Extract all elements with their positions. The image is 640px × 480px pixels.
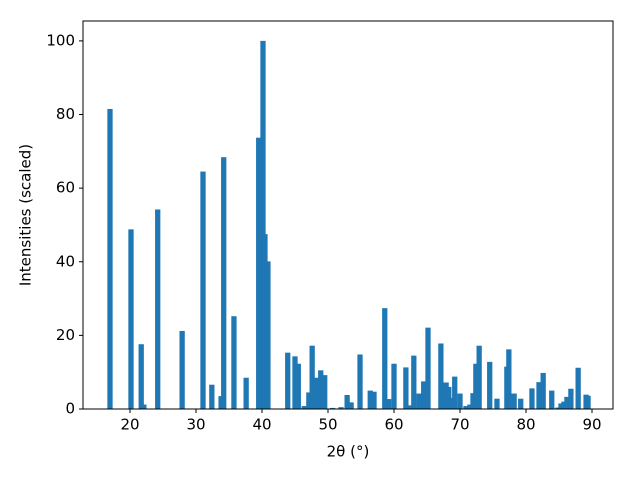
bar [536, 382, 542, 409]
bar [470, 393, 476, 409]
bar [338, 407, 344, 409]
x-tick-label: 90 [582, 416, 601, 434]
bar [487, 361, 493, 409]
bar [262, 234, 268, 409]
bar [585, 395, 591, 409]
bar [416, 393, 422, 409]
y-tick-label: 60 [56, 179, 75, 197]
bar [407, 405, 413, 409]
bar [403, 367, 409, 409]
bar [421, 381, 427, 409]
bar [540, 372, 546, 409]
bar [391, 363, 397, 409]
bar [141, 404, 147, 409]
bar [425, 327, 431, 409]
bar [494, 398, 500, 409]
bar [506, 349, 512, 409]
bar [473, 363, 479, 409]
bar [306, 392, 312, 409]
bar [285, 352, 291, 409]
bar [313, 377, 319, 409]
bar [555, 407, 561, 409]
bar [295, 363, 301, 409]
bar [411, 355, 417, 409]
x-tick-label: 30 [186, 416, 205, 434]
bar [476, 345, 482, 409]
x-axis-label: 2θ (°) [327, 443, 370, 461]
bar [382, 308, 388, 409]
bar [452, 376, 458, 409]
bar [561, 401, 567, 409]
y-tick-label: 40 [56, 252, 75, 270]
bar [231, 316, 237, 409]
bar [518, 398, 524, 409]
bar [209, 384, 215, 409]
y-tick-label: 80 [56, 105, 75, 123]
x-tick-label: 70 [450, 416, 469, 434]
bar [179, 330, 185, 409]
bar [128, 229, 134, 409]
bar [564, 396, 570, 409]
bar [529, 388, 535, 409]
plot-frame [82, 20, 614, 410]
bar [558, 403, 564, 409]
x-tick-label: 20 [120, 416, 139, 434]
bar [200, 171, 206, 409]
y-tick-label: 100 [46, 31, 75, 49]
bar [386, 399, 392, 409]
bar [344, 395, 350, 409]
y-tick-label: 0 [65, 400, 75, 418]
bar [107, 108, 113, 410]
bar [322, 375, 328, 409]
y-axis-label: Intensities (scaled) [17, 144, 35, 286]
bar [138, 344, 144, 409]
bar [348, 402, 354, 409]
bar [463, 406, 469, 409]
bar [265, 261, 271, 409]
bar [301, 406, 307, 409]
bar [243, 377, 249, 409]
bar [467, 404, 473, 409]
bar [457, 393, 463, 409]
x-tick-label: 40 [252, 416, 271, 434]
bar [575, 367, 581, 409]
x-tick-label: 50 [318, 416, 337, 434]
bar [329, 407, 336, 409]
bar [448, 397, 454, 409]
x-tick-label: 60 [384, 416, 403, 434]
bar [318, 370, 324, 409]
bar [292, 356, 298, 409]
bar [438, 343, 444, 409]
y-tick-label: 20 [56, 326, 75, 344]
bar [568, 388, 574, 409]
x-tick-label: 80 [516, 416, 535, 434]
bar [221, 157, 227, 409]
bar [260, 40, 266, 409]
bar [357, 354, 363, 409]
bar [549, 390, 555, 409]
bar [256, 137, 262, 409]
bar [309, 345, 315, 409]
bar [155, 209, 161, 409]
bar [367, 390, 373, 409]
bar [371, 391, 377, 409]
bar [511, 393, 517, 409]
